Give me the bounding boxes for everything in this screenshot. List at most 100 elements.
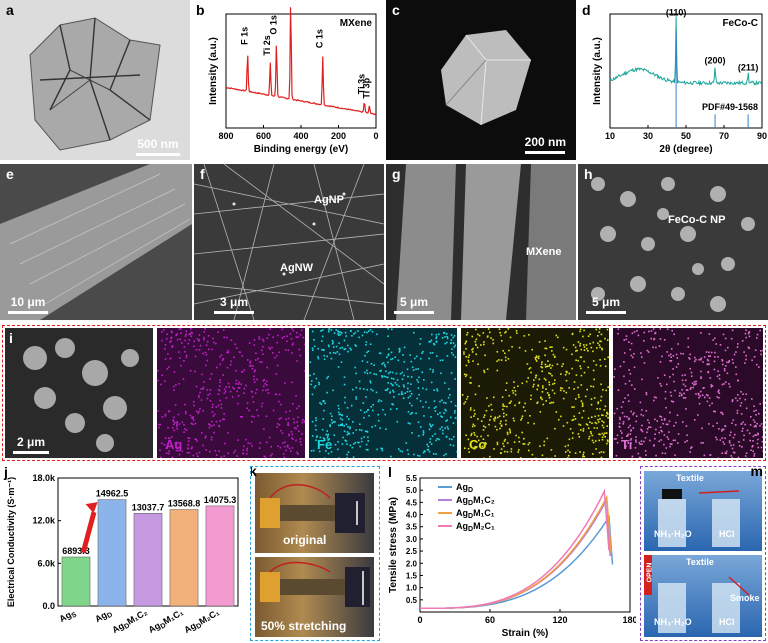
- x-tick-label: AgDM₂C₁: [182, 607, 222, 637]
- photo-stretched: 50% stretching: [255, 557, 374, 637]
- label-smoke: Smoke: [730, 593, 760, 603]
- annotation-agnp: AgNP: [314, 194, 344, 206]
- eds-map-label: Ti: [621, 437, 633, 452]
- panel-c: c 200 nm: [386, 0, 576, 160]
- y-tick-label: 2.0: [406, 559, 418, 568]
- agnw-network-image: [194, 164, 384, 320]
- label-textile-top: Textile: [676, 473, 704, 483]
- scale-bar-label: 10 μm: [10, 295, 46, 309]
- x-tick-label: 50: [681, 131, 691, 141]
- reference-label: PDF#49-1568: [702, 102, 758, 112]
- scale-bar-a: 500 nm: [136, 137, 180, 156]
- eds-sem-image: [5, 328, 153, 458]
- y-tick-label: 1.0: [406, 584, 418, 593]
- stress-strain-chart: 0 60 120 180 0.5 1.0 1.5 2.0 2.5 3.0 3.5 4.0 4.5 5.0 5…: [388, 474, 636, 639]
- bottles-image: [658, 489, 740, 547]
- map-background: [157, 328, 305, 458]
- eds-map-ag: Ag: [157, 328, 305, 458]
- x-tick-label: AgDM₁C₁: [147, 607, 187, 637]
- x-tick-label: 120: [552, 615, 567, 625]
- bar-value-label: 13568.8: [168, 499, 201, 509]
- textile-sample-stretched: [260, 561, 370, 607]
- bar: [97, 499, 127, 607]
- y-tick-label: 0.0: [42, 601, 55, 611]
- plot-frame: [419, 477, 631, 613]
- x-tick-label: AgDM₁C₂: [110, 607, 150, 637]
- panel-g: g MXene 5 μm: [386, 164, 576, 320]
- panel-j: 0.0 6.0k 12.0k 18.0k 6893.3 AgS 14962.5 AgD 1303…: [0, 464, 244, 643]
- scale-bar-c: 200 nm: [525, 135, 566, 154]
- panel-label-c: c: [392, 2, 400, 18]
- bar-value-label: 14075.3: [204, 495, 237, 505]
- legend-label: AgD: [456, 482, 473, 494]
- bar-value-label: 14962.5: [96, 489, 129, 499]
- xrd-chart: (110) (200) (211) PDF#49-1568 10 30 50 70 90 FeCo…: [592, 8, 767, 155]
- x-tick-label: AgS: [58, 607, 79, 626]
- y-tick-label: 3.5: [406, 523, 418, 532]
- panel-i: i 2 μm: [5, 328, 153, 458]
- eds-map-image: [613, 328, 763, 458]
- x-tick-label: 60: [485, 615, 495, 625]
- trend-arrow-head: [85, 502, 98, 514]
- eds-map-label: Fe: [317, 437, 333, 452]
- map-signal-dots: [157, 328, 305, 458]
- panel-f: f AgNP AgNW 3 μm: [194, 164, 384, 320]
- y-tick-label: 0.5: [406, 596, 418, 605]
- label-hcl-top: HCl: [719, 529, 735, 539]
- tem-flake-image: [0, 0, 190, 160]
- x-tick-label: 180: [622, 615, 636, 625]
- feco-nanoparticles-image: [578, 164, 768, 320]
- label-nh3-top: NH₃·H₂O: [654, 529, 692, 539]
- x-tick-label: 800: [218, 131, 233, 141]
- peak-label: Ti 3s: [356, 74, 366, 94]
- eds-map-fe: Fe: [309, 328, 457, 458]
- bar-value-label: 13037.7: [132, 502, 165, 512]
- eds-mapping-frame: [2, 325, 766, 461]
- y-tick-label: 5.0: [406, 486, 418, 495]
- panel-label-b: b: [196, 2, 205, 18]
- map-signal-dots: [613, 328, 763, 458]
- bar: [205, 505, 235, 607]
- panel-l: 0 60 120 180 0.5 1.0 1.5 2.0 2.5 3.0 3.5 4.0 4.5 5.0 5…: [384, 464, 636, 643]
- photo-original: original: [255, 473, 374, 553]
- y-tick-label: 2.5: [406, 547, 418, 556]
- bar: [61, 556, 91, 607]
- x-tick-label: 0: [417, 615, 422, 625]
- x-tick-label: 70: [719, 131, 729, 141]
- annotation-agnw: AgNW: [280, 262, 313, 274]
- x-tick-label: 10: [605, 131, 615, 141]
- x-tick-label: 0: [373, 131, 378, 141]
- label-original: original: [283, 533, 327, 547]
- scale-bar-i: 2 μm: [13, 435, 49, 454]
- eds-map-co: Co: [461, 328, 609, 458]
- peak-label: (110): [666, 8, 687, 18]
- panel-d: (110) (200) (211) PDF#49-1568 10 30 50 70 90 FeCo…: [578, 0, 768, 160]
- chart-title: FeCo-C: [722, 18, 758, 29]
- label-open: OPEN: [646, 562, 654, 583]
- scale-bar-e: 10 μm: [8, 295, 48, 314]
- label-hcl-bottom: HCl: [719, 617, 735, 627]
- smoke-test-photo-top: Textile NH₃·H₂O HCl: [644, 471, 762, 551]
- bar: [133, 513, 163, 607]
- legend-label: AgDM₂C₁: [456, 521, 495, 533]
- panel-label-a: a: [6, 2, 14, 18]
- peak-label: F 1s: [240, 27, 250, 45]
- annotation-feco-np: FeCo-C NP: [668, 214, 726, 226]
- eds-map-label: Ag: [165, 437, 183, 452]
- scale-bar-label: 200 nm: [524, 135, 566, 149]
- peak-label: C 1s: [315, 29, 325, 48]
- panel-label-k: k: [251, 467, 257, 479]
- x-axis-title: Binding energy (eV): [254, 144, 348, 155]
- mxene-coated-fiber-image: [386, 164, 576, 320]
- trend-arrow-shaft: [80, 511, 97, 554]
- scale-bar-label: 5 μm: [399, 295, 429, 309]
- y-tick-label: 3.0: [406, 535, 418, 544]
- eds-map-image: [461, 328, 609, 458]
- scale-bar-label: 5 μm: [591, 295, 621, 309]
- panel-k: original 50% stretching k: [250, 466, 380, 641]
- textile-fiber-image: [0, 164, 192, 320]
- x-tick-label: 30: [643, 131, 653, 141]
- panel-label-g: g: [392, 166, 401, 182]
- peak-label: Ti 3p: [361, 77, 371, 98]
